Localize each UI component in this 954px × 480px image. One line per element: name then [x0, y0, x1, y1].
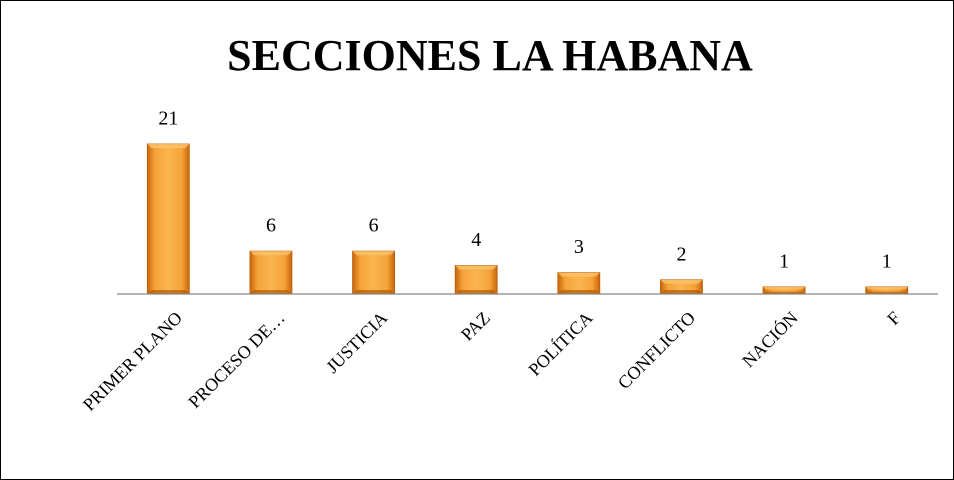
- bar-bevel: [557, 290, 600, 294]
- bar-bevel: [660, 279, 703, 284]
- bar-bevel: [147, 290, 190, 294]
- bar-bevel: [249, 251, 292, 256]
- chart-title: SECCIONES LA HABANA: [227, 31, 753, 80]
- bar-bevel: [352, 251, 395, 256]
- data-label: 4: [471, 229, 481, 251]
- data-label: 6: [369, 215, 379, 237]
- data-label: 1: [882, 250, 892, 272]
- bar-bevel: [660, 290, 703, 294]
- bar-bevel: [147, 144, 190, 148]
- bar-bevel: [455, 265, 498, 270]
- bar-bevel: [352, 290, 395, 294]
- data-label: 2: [676, 243, 686, 265]
- bar: [146, 143, 190, 295]
- data-label: 3: [574, 236, 584, 258]
- bar: [352, 250, 395, 295]
- bar: [249, 250, 293, 295]
- bar-bevel: [557, 272, 600, 277]
- data-label: 6: [266, 215, 276, 237]
- bar-bevel: [249, 290, 292, 294]
- data-label: 21: [158, 108, 178, 130]
- data-label: 1: [779, 250, 789, 272]
- bar-bevel: [865, 286, 908, 290]
- bar: [454, 265, 498, 295]
- bar-bevel: [763, 286, 806, 290]
- bar-bevel: [455, 290, 498, 294]
